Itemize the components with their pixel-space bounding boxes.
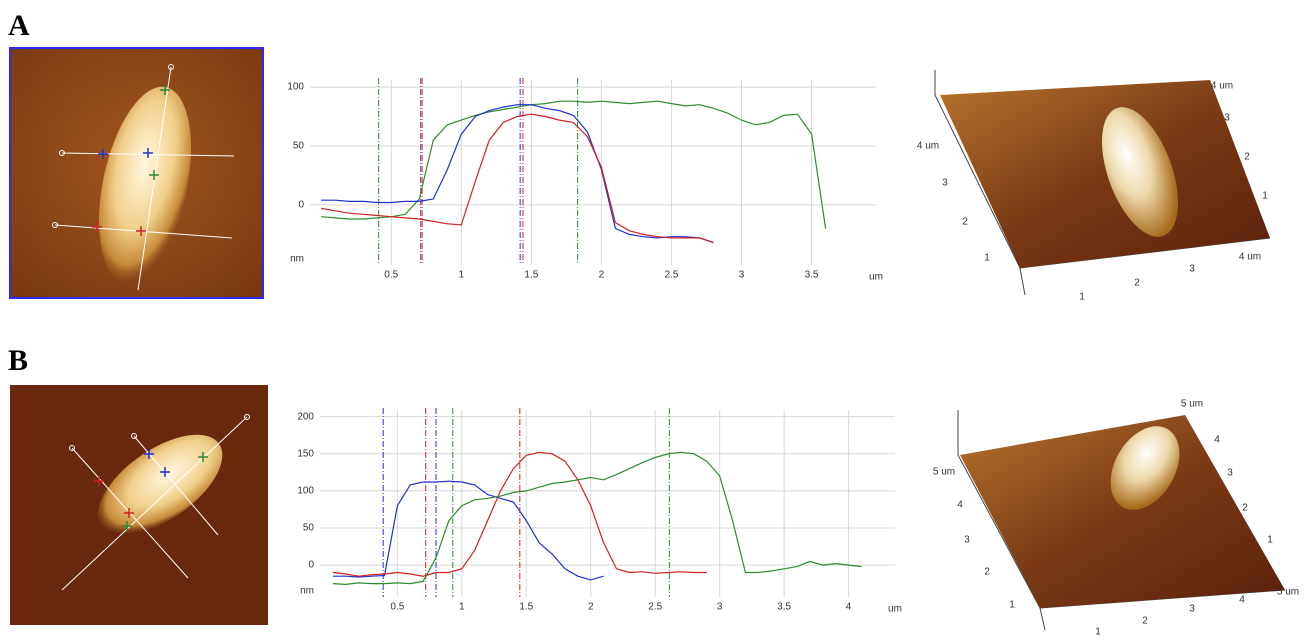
x-tick-label: 2.5 — [665, 270, 679, 281]
surface-axis-label: 4 um — [917, 141, 939, 152]
x-axis-label: um — [869, 272, 883, 283]
x-tick-label: 3.5 — [805, 270, 819, 281]
y-tick-label: 100 — [287, 82, 304, 93]
surface-axis-label: 3 — [942, 178, 948, 189]
afm-image — [10, 385, 268, 625]
profile-line — [321, 105, 713, 243]
y-tick-label: 200 — [297, 411, 314, 422]
surface-axis-label: 4 um — [1239, 252, 1261, 263]
surface-axis-label: 4 um — [1211, 81, 1233, 92]
surface-axis-label: 5 um — [1277, 587, 1299, 598]
panel-label: A — [8, 9, 30, 42]
afm-image — [10, 48, 263, 298]
x-axis-label: um — [888, 604, 902, 615]
y-tick-label: 0 — [298, 200, 304, 211]
surface-axis-label: 3 — [964, 535, 970, 546]
x-tick-label: 2.5 — [648, 602, 662, 613]
surface-axis-label: 1 — [1095, 627, 1101, 638]
x-tick-label: 1.5 — [524, 270, 538, 281]
surface-axis-label: 1 — [1009, 600, 1015, 611]
x-tick-label: 2 — [588, 602, 594, 613]
surface-axis-label: 3 — [1224, 113, 1230, 124]
x-tick-label: 4 — [846, 602, 852, 613]
y-tick-label: 50 — [293, 141, 305, 152]
y-axis-label: nm — [300, 586, 314, 597]
x-tick-label: 2 — [599, 270, 605, 281]
x-tick-label: 1 — [459, 602, 465, 613]
y-tick-label: 100 — [297, 486, 314, 497]
surface-axis-label: 2 — [962, 217, 968, 228]
surface-plot — [958, 410, 1285, 630]
x-tick-label: 1 — [459, 270, 465, 281]
surface-axis-label: 5 um — [933, 467, 955, 478]
x-tick-label: 0.5 — [390, 602, 404, 613]
surface-axis-label: 2 — [984, 567, 990, 578]
surface-axis-label: 2 — [1142, 616, 1148, 627]
surface-axis-label: 5 um — [1181, 399, 1203, 410]
profile-line — [333, 452, 707, 576]
surface-axis-label: 1 — [984, 253, 990, 264]
panel-label: B — [8, 344, 28, 377]
page: {"panel_labels": ["A", "B"], "chart_data… — [0, 0, 1306, 643]
surface-axis-label: 2 — [1134, 278, 1140, 289]
surface-axis-label: 4 — [1239, 595, 1245, 606]
x-tick-label: 3 — [717, 602, 723, 613]
surface-axis-label: 4 — [1214, 435, 1220, 446]
x-tick-label: 3 — [739, 270, 745, 281]
x-tick-label: 0.5 — [384, 270, 398, 281]
profile-line — [333, 452, 862, 584]
surface-axis-label: 3 — [1227, 468, 1233, 479]
figure: A B 0501000.511.522.533.5nmu — [0, 0, 1306, 638]
surface-axis-label: 2 — [1242, 503, 1248, 514]
y-tick-label: 150 — [297, 448, 314, 459]
surface-axis-label: 1 — [1079, 292, 1085, 303]
surface-axis-label: 3 — [1189, 264, 1195, 275]
surface-axis-label: 2 — [1244, 152, 1250, 163]
surface-axis-label: 3 — [1189, 604, 1195, 615]
surface-axis-label: 1 — [1262, 191, 1268, 202]
surface-axis-label: 4 — [957, 500, 963, 511]
y-axis-label: nm — [290, 254, 304, 265]
y-tick-label: 50 — [303, 523, 315, 534]
x-tick-label: 3.5 — [777, 602, 791, 613]
surface-axis-label: 1 — [1267, 535, 1273, 546]
y-tick-label: 0 — [308, 560, 314, 571]
x-tick-label: 1.5 — [519, 602, 533, 613]
profile-line — [321, 114, 713, 242]
profile-line — [321, 101, 825, 228]
